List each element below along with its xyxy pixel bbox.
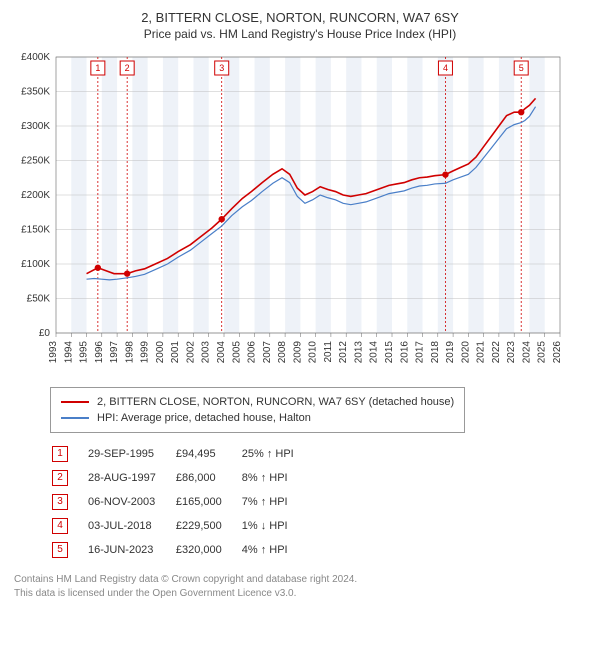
svg-text:2025: 2025 — [537, 341, 548, 364]
svg-text:2015: 2015 — [384, 341, 395, 364]
svg-text:2023: 2023 — [506, 341, 517, 364]
svg-text:2001: 2001 — [170, 341, 181, 364]
price-chart: £0 £50K £100K £150K £200K £250K £300K £350K £400… — [10, 49, 590, 379]
svg-text:2018: 2018 — [430, 341, 441, 364]
svg-text:2012: 2012 — [338, 341, 349, 364]
legend-item: HPI: Average price, detached house, Halt… — [61, 410, 454, 426]
svg-text:2016: 2016 — [399, 341, 410, 364]
svg-text:2010: 2010 — [308, 341, 319, 364]
svg-text:2008: 2008 — [277, 341, 288, 364]
svg-text:2004: 2004 — [216, 341, 227, 364]
svg-text:2011: 2011 — [323, 341, 334, 363]
svg-text:2007: 2007 — [262, 341, 273, 364]
svg-text:£150K: £150K — [21, 225, 50, 236]
svg-text:2014: 2014 — [369, 341, 380, 364]
svg-text:2000: 2000 — [155, 341, 166, 364]
svg-text:1999: 1999 — [140, 341, 151, 364]
svg-text:2017: 2017 — [415, 341, 426, 364]
svg-text:2026: 2026 — [552, 341, 563, 364]
svg-text:2002: 2002 — [185, 341, 196, 364]
table-row: 306-NOV-2003£165,0007% ↑ HPI — [52, 491, 312, 513]
svg-text:£400K: £400K — [21, 52, 50, 63]
table-row: 228-AUG-1997£86,0008% ↑ HPI — [52, 467, 312, 489]
svg-text:5: 5 — [519, 63, 524, 73]
svg-text:2003: 2003 — [201, 341, 212, 364]
svg-text:1993: 1993 — [48, 341, 59, 364]
svg-text:1995: 1995 — [79, 341, 90, 364]
svg-text:£100K: £100K — [21, 259, 50, 270]
page-subtitle: Price paid vs. HM Land Registry's House … — [10, 27, 590, 41]
svg-text:1997: 1997 — [109, 341, 120, 364]
svg-text:2022: 2022 — [491, 341, 502, 364]
legend: 2, BITTERN CLOSE, NORTON, RUNCORN, WA7 6… — [50, 387, 465, 433]
page-title: 2, BITTERN CLOSE, NORTON, RUNCORN, WA7 6… — [10, 10, 590, 25]
svg-text:4: 4 — [443, 63, 448, 73]
svg-text:3: 3 — [219, 63, 224, 73]
table-row: 129-SEP-1995£94,49525% ↑ HPI — [52, 443, 312, 465]
svg-text:£300K: £300K — [21, 121, 50, 132]
svg-text:1: 1 — [95, 63, 100, 73]
svg-text:2009: 2009 — [292, 341, 303, 364]
svg-text:2006: 2006 — [247, 341, 258, 364]
table-row: 516-JUN-2023£320,0004% ↑ HPI — [52, 539, 312, 561]
svg-text:2019: 2019 — [445, 341, 456, 364]
svg-text:£0: £0 — [39, 328, 51, 339]
svg-text:1996: 1996 — [94, 341, 105, 364]
svg-text:£50K: £50K — [27, 294, 51, 305]
footnote: Contains HM Land Registry data © Crown c… — [14, 573, 590, 600]
svg-text:2020: 2020 — [460, 341, 471, 364]
svg-text:£350K: £350K — [21, 87, 50, 98]
svg-text:1994: 1994 — [63, 341, 74, 364]
svg-text:2013: 2013 — [353, 341, 364, 364]
svg-text:£250K: £250K — [21, 156, 50, 167]
legend-item: 2, BITTERN CLOSE, NORTON, RUNCORN, WA7 6… — [61, 394, 454, 410]
svg-text:£200K: £200K — [21, 190, 50, 201]
table-row: 403-JUL-2018£229,5001% ↓ HPI — [52, 515, 312, 537]
svg-text:1998: 1998 — [124, 341, 135, 364]
svg-text:2: 2 — [125, 63, 130, 73]
svg-text:2005: 2005 — [231, 341, 242, 364]
sales-table: 129-SEP-1995£94,49525% ↑ HPI228-AUG-1997… — [50, 441, 314, 563]
svg-text:2021: 2021 — [476, 341, 487, 364]
svg-text:2024: 2024 — [521, 341, 532, 364]
